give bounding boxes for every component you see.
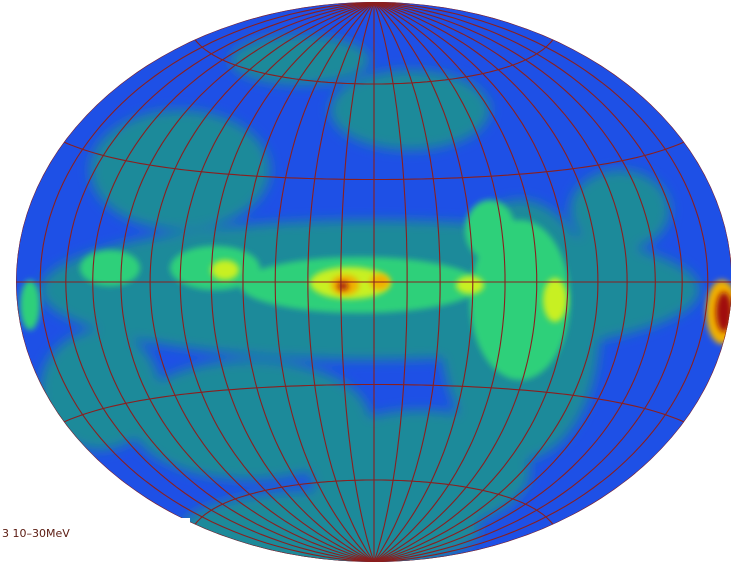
- graticule-line: [194, 39, 554, 85]
- caption: 3 10–30MeV: [2, 527, 70, 540]
- graticule: [16, 2, 731, 562]
- emission: [20, 35, 731, 562]
- graticule-line: [194, 479, 554, 525]
- caption-box: [0, 518, 190, 548]
- graticule-line: [63, 383, 685, 423]
- graticule-line: [63, 141, 685, 181]
